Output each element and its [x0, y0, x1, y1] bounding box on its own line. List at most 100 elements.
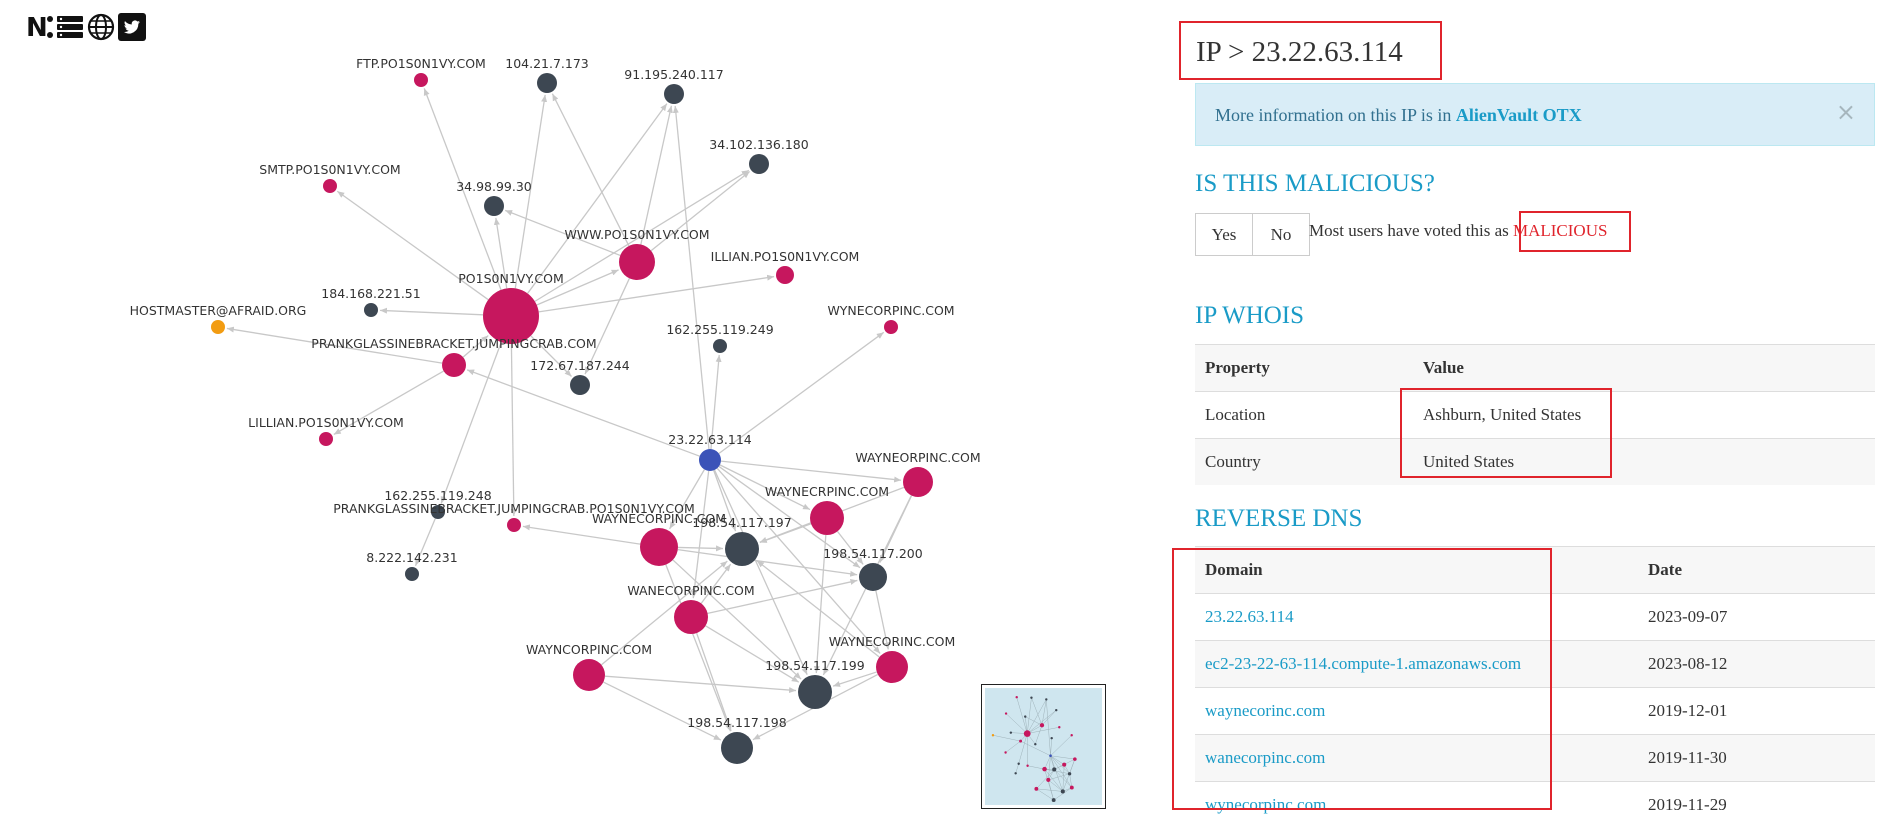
whois-heading: IP WHOIS [1195, 302, 1304, 330]
node-label: 198.54.117.198 [687, 715, 786, 730]
graph-node-ip[interactable] [749, 154, 769, 174]
info-alert: More information on this IP is in AlienV… [1195, 83, 1875, 146]
graph-node-ip[interactable] [405, 567, 419, 581]
graph-node-domain[interactable] [442, 353, 466, 377]
minimap-node [1004, 751, 1006, 753]
graph-edge [678, 547, 723, 548]
reverse-dns-heading: REVERSE DNS [1195, 505, 1362, 533]
graph-node-ip[interactable] [364, 303, 378, 317]
graph-edge [641, 106, 672, 245]
twitter-icon[interactable] [117, 11, 146, 42]
minimap-node [1061, 789, 1065, 793]
minimap-node [1014, 772, 1016, 774]
node-label: WYNECORPINC.COM [827, 303, 954, 318]
globe-icon[interactable] [86, 11, 115, 42]
graph-node-domain[interactable] [319, 432, 333, 446]
minimap-node [1052, 798, 1056, 802]
minimap-node [1055, 709, 1057, 711]
graph-node-ip[interactable] [664, 84, 684, 104]
graph-node-domain[interactable] [507, 518, 521, 532]
minimap-node [1024, 730, 1031, 737]
graph-node-ip[interactable] [570, 375, 590, 395]
minimap-edge [1051, 756, 1075, 759]
date-cell: 2019-11-29 [1638, 782, 1875, 828]
highlight-box-reverse-dns [1172, 548, 1552, 810]
graph-node-domain[interactable] [414, 73, 428, 87]
graph-node-domain[interactable] [323, 179, 337, 193]
graph-node-ip[interactable] [484, 196, 504, 216]
node-label: WAYNECRPINC.COM [765, 484, 889, 499]
minimap-edge [1035, 725, 1042, 744]
minimap-edge [1063, 765, 1064, 792]
svg-text:N: N [26, 13, 48, 41]
node-label: WANECORPINC.COM [627, 583, 754, 598]
graph-node-ip[interactable] [725, 532, 759, 566]
graph-edge [523, 526, 640, 544]
server-list-icon[interactable] [55, 11, 84, 42]
graph-node-ip[interactable] [721, 732, 753, 764]
vote-yes-button[interactable]: Yes [1196, 214, 1252, 255]
graph-edge [552, 94, 629, 246]
minimap-node [1024, 715, 1026, 717]
graph-node-email[interactable] [211, 320, 225, 334]
graph-node-domain[interactable] [876, 651, 908, 683]
graph-labels: PO1S0N1VY.COMWWW.PO1S0N1VY.COMFTP.PO1S0N… [130, 56, 981, 730]
graph-node-ip[interactable] [798, 675, 832, 709]
graph-node-domain[interactable] [674, 600, 708, 634]
minimap-edge [1051, 756, 1063, 792]
graph-node-domain[interactable] [619, 244, 655, 280]
date-cell: 2019-12-01 [1638, 688, 1875, 735]
node-label: 172.67.187.244 [530, 358, 629, 373]
alert-prefix: More information on this IP is in [1215, 105, 1456, 125]
minimap-node [1042, 767, 1047, 772]
highlight-box-whois [1400, 388, 1612, 478]
node-label: SMTP.PO1S0N1VY.COM [259, 162, 400, 177]
vote-no-button[interactable]: No [1252, 214, 1309, 255]
graph-node-ip[interactable] [859, 563, 887, 591]
neo4j-logo[interactable]: N [24, 11, 53, 42]
close-icon[interactable]: × [1836, 98, 1856, 126]
minimap-edge [1027, 710, 1056, 733]
minimap-node [1030, 696, 1032, 698]
graph-node-ip[interactable] [713, 339, 727, 353]
node-label: 184.168.221.51 [321, 286, 420, 301]
graph-edge [675, 106, 709, 449]
graph-edge [511, 344, 513, 516]
graph-edge [380, 310, 483, 314]
minimap-node [1019, 740, 1022, 743]
minimap-node [1016, 696, 1018, 698]
column-header: Date [1638, 547, 1875, 594]
minimap-edge [1051, 738, 1052, 756]
graph-node-domain[interactable] [776, 266, 794, 284]
whois-property: Country [1195, 439, 1413, 486]
node-label: 162.255.119.249 [666, 322, 773, 337]
minimap-edge [1036, 789, 1062, 792]
minimap-node [1034, 787, 1038, 791]
graph-node-domain[interactable] [573, 659, 605, 691]
node-label: 34.98.99.30 [456, 179, 532, 194]
graph-node-domain[interactable] [884, 320, 898, 334]
graph-node-domain[interactable] [810, 501, 844, 535]
node-label: LILLIAN.PO1S0N1VY.COM [248, 415, 404, 430]
node-label: 23.22.63.114 [668, 432, 752, 447]
minimap-edge [1025, 717, 1042, 726]
minimap-viewport[interactable] [985, 688, 1102, 805]
graph-node-target[interactable] [699, 449, 721, 471]
minimap-node [1068, 772, 1071, 775]
minimap-preview [985, 688, 1102, 805]
node-label: WAYNEORPINC.COM [855, 450, 980, 465]
graph-minimap[interactable] [981, 684, 1106, 809]
minimap-node [1050, 737, 1052, 739]
node-label: 8.222.142.231 [366, 550, 457, 565]
graph-node-ip[interactable] [537, 73, 557, 93]
graph-node-domain[interactable] [640, 528, 678, 566]
alienvault-link[interactable]: AlienVault OTX [1456, 105, 1582, 125]
node-label: 198.54.117.200 [823, 546, 922, 561]
minimap-node [1040, 723, 1044, 727]
minimap-node [1045, 698, 1047, 700]
graph-node-domain[interactable] [903, 467, 933, 497]
minimap-edge [1028, 766, 1045, 769]
minimap-node [1052, 767, 1056, 771]
table-header-row: Property Value [1195, 345, 1875, 392]
